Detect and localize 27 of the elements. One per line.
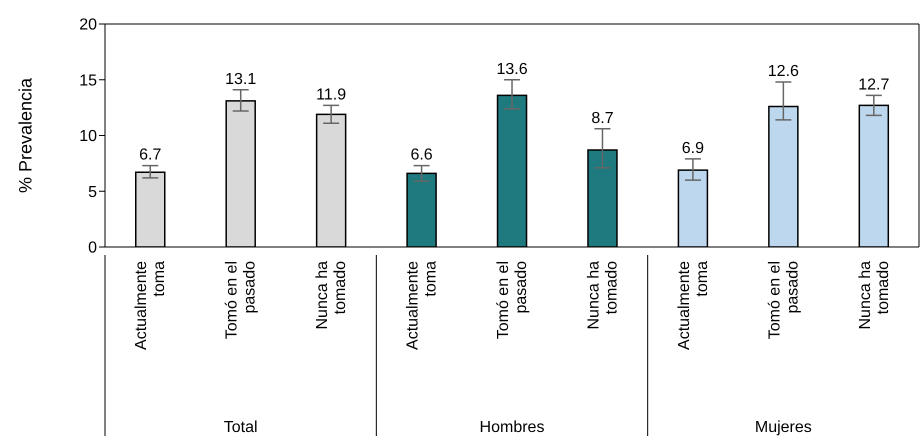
y-axis-title: % Prevalencia [15,76,36,194]
x-tick-label: Tomó en el pasado [224,260,259,340]
data-label: 8.7 [591,110,614,127]
y-tick-label: 10 [79,128,98,146]
x-tick-label: Actualmente toma [404,260,440,350]
x-tick-label: Tomó en el pasado [766,260,802,340]
x-tick-label: Nunca ha tomado [314,260,350,330]
text: Hombres [480,419,544,436]
x-tick-label: Tomó en el pasado [495,260,530,340]
x-tick-label: Nunca ha tomado [585,260,620,330]
y-tick-label: 15 [79,72,98,90]
data-label: 6.7 [139,146,162,164]
text: Mujeres [754,419,812,436]
x-tick-label: Nunca ha tomado [856,260,892,330]
y-tick-label: 0 [88,240,98,257]
text: Total [224,419,258,436]
x-tick-label: Actualmente toma [133,260,168,350]
y-tick-label: 20 [79,16,98,34]
x-tick-label: Actualmente toma [676,260,711,350]
data-label: 12.6 [768,62,800,80]
data-label: 13.6 [496,60,528,78]
data-label: 6.9 [682,140,704,157]
data-label: 11.9 [316,86,346,104]
data-label: 6.6 [410,146,433,164]
data-label: 12.7 [858,76,890,94]
y-tick-label: 5 [88,184,98,201]
data-label: 13.1 [225,70,256,88]
